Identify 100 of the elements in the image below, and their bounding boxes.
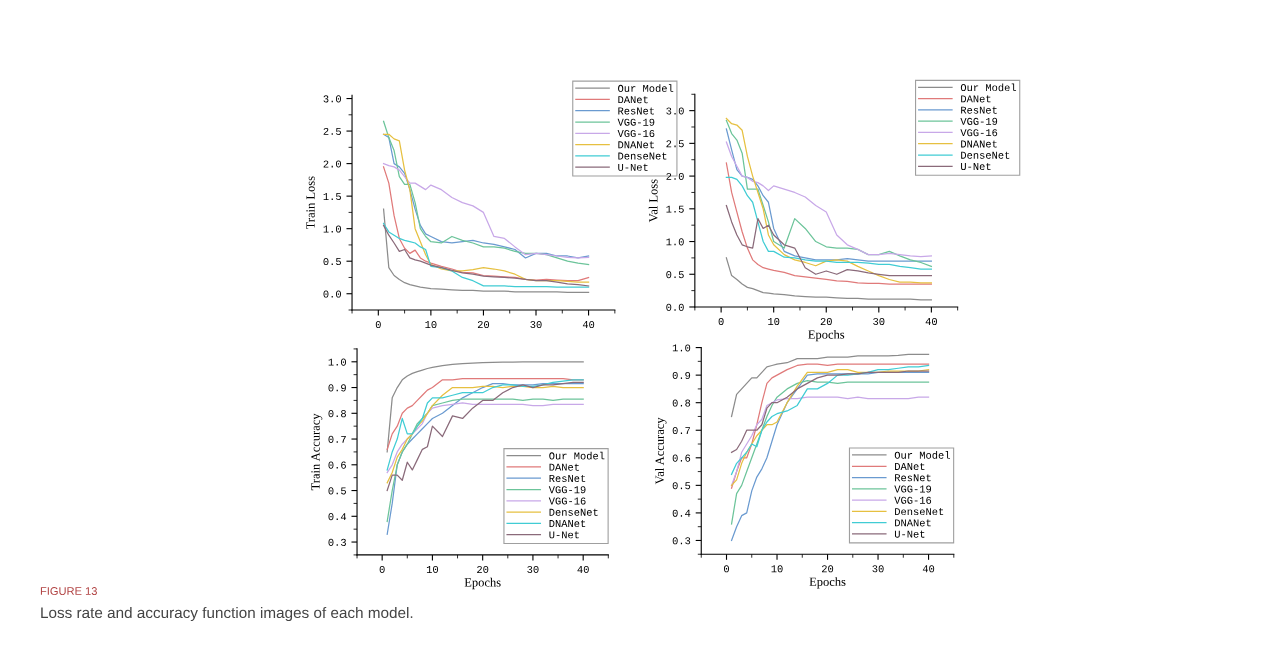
y-tick-label: 2.0 (323, 160, 341, 168)
x-tick-label: 10 (768, 317, 780, 326)
x-tick-label: 10 (426, 565, 439, 573)
legend-label: U-Net (618, 163, 648, 171)
y-tick-label: 0.8 (328, 410, 346, 418)
x-tick-label: 40 (922, 565, 935, 573)
x-axis-title: Epochs (809, 577, 846, 589)
line-series (725, 176, 932, 270)
line-series (382, 133, 590, 283)
legend-label: VGG-19 (960, 117, 998, 125)
legend-label: Our Model (549, 451, 605, 460)
x-tick-label: 40 (582, 321, 595, 329)
y-tick-label: 0.6 (328, 461, 346, 469)
y-tick-label: 0.9 (672, 371, 691, 380)
y-tick-label: 0.7 (328, 435, 346, 443)
line-series (730, 353, 930, 418)
y-tick-label: 3.0 (666, 107, 684, 115)
line-series (382, 162, 590, 259)
y-tick-label: 0.4 (672, 509, 691, 517)
y-tick-label: 1.0 (672, 344, 691, 352)
legend-label: VGG-19 (617, 118, 655, 126)
x-tick-label: 30 (530, 321, 542, 329)
y-tick-label: 0.5 (323, 258, 341, 266)
legend-label: U-Net (549, 531, 579, 539)
line-series (382, 166, 590, 282)
y-tick-label: 0.8 (672, 399, 691, 407)
x-tick-label: 40 (925, 317, 937, 326)
y-tick-label: 0.5 (328, 487, 346, 495)
y-tick-label: 0.0 (666, 303, 684, 311)
legend-label: DenseNet (618, 152, 667, 160)
legend-label: U-Net (894, 530, 925, 538)
text: Loss rate and accuracy function images of each model. (41, 606, 413, 622)
legend-label: DANet (961, 95, 991, 103)
legend-label: ResNet (549, 474, 586, 482)
x-tick-label: 0 (379, 565, 385, 573)
legend-label: DenseNet (961, 151, 1010, 159)
caption: FIGURE 13 (40, 587, 97, 595)
legend-label: DNANet (549, 520, 586, 528)
legend-label: VGG-16 (548, 497, 586, 505)
y-tick-label: 0.4 (328, 513, 347, 521)
legend-label: DANet (549, 463, 579, 471)
legend-label: VGG-16 (894, 496, 932, 504)
legend-label: DNANet (961, 140, 997, 148)
y-tick-label: 2.5 (323, 127, 341, 135)
x-tick-label: 30 (527, 565, 539, 573)
y-axis-title: Train Accuracy (311, 413, 323, 491)
legend-label: Our Model (960, 83, 1017, 92)
legend-label: Our Model (894, 451, 950, 459)
legend-label: DenseNet (549, 508, 598, 516)
legend-label: VGG-19 (894, 485, 932, 493)
line-series (725, 204, 932, 277)
x-tick-label: 10 (771, 565, 783, 573)
legend-label: ResNet (618, 107, 654, 115)
legend-label: DANet (618, 96, 648, 104)
legend-label: DNANet (895, 519, 931, 527)
x-axis-title: Epochs (808, 329, 845, 342)
x-tick-label: 20 (820, 317, 832, 326)
legend-label: ResNet (895, 474, 931, 482)
x-tick-label: 30 (872, 565, 884, 573)
legend-label: VGG-16 (960, 129, 998, 137)
y-tick-label: 2.5 (666, 140, 684, 148)
y-tick-label: 0.6 (672, 454, 691, 462)
legend-label: VGG-16 (617, 129, 655, 138)
y-axis-title: Val Loss (648, 179, 658, 223)
x-tick-label: 0 (375, 321, 381, 329)
x-tick-label: 30 (873, 317, 885, 326)
legend-label: DANet (895, 462, 925, 471)
line-series (386, 361, 584, 453)
y-tick-label: 1.0 (666, 238, 684, 246)
y-tick-label: 1.0 (328, 358, 346, 366)
line-series (730, 370, 930, 453)
x-axis-title: Epochs (464, 577, 501, 590)
legend-label: Our Model (618, 84, 674, 92)
y-axis-title: Train Loss (306, 176, 315, 230)
y-tick-label: 1.5 (666, 205, 684, 213)
y-tick-label: 0.7 (672, 427, 691, 435)
x-tick-label: 20 (477, 321, 490, 329)
x-tick-label: 0 (718, 317, 724, 326)
legend-label: VGG-19 (548, 486, 586, 494)
legend-label: U-Net (961, 162, 991, 171)
line-series (725, 162, 932, 285)
y-tick-label: 0.5 (672, 482, 691, 490)
y-tick-label: 1.0 (323, 225, 341, 233)
x-tick-label: 20 (477, 565, 489, 573)
y-axis-title: Val Accuracy (655, 417, 667, 485)
y-tick-label: 0.3 (672, 537, 691, 545)
legend-label: DenseNet (895, 508, 944, 516)
x-tick-label: 20 (822, 565, 834, 573)
x-tick-label: 10 (425, 321, 437, 329)
y-tick-label: 0.0 (323, 290, 341, 298)
line-series (382, 208, 590, 294)
x-tick-label: 40 (577, 565, 589, 573)
y-tick-label: 0.3 (328, 538, 346, 546)
y-tick-label: 0.9 (328, 384, 346, 392)
x-tick-label: 0 (724, 565, 729, 573)
y-tick-label: 3.0 (323, 95, 341, 103)
y-tick-label: 0.5 (666, 271, 684, 279)
legend-label: DNANet (618, 141, 654, 149)
y-tick-label: 2.0 (666, 172, 684, 180)
line-series (725, 257, 932, 301)
